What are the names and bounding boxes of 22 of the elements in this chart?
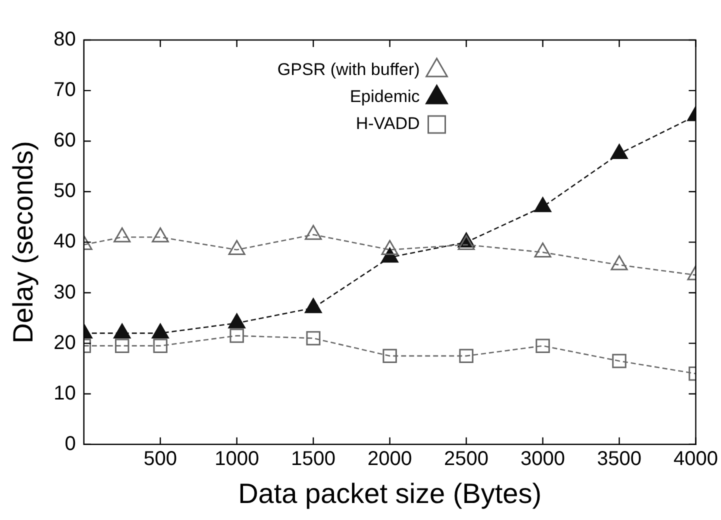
y-tick-label: 80 [54,28,76,51]
x-tick-label: 3000 [520,448,566,470]
x-tick-label: 3500 [597,448,642,470]
x-tick-label: 4000 [674,448,718,470]
x-tick-label: 500 [144,448,178,470]
y-tick-label: 30 [54,281,76,304]
x-axis-title: Data packet size (Bytes) [238,478,542,509]
y-tick-label: 60 [54,130,76,152]
y-axis-title: Delay (seconds) [8,141,39,344]
y-tick-label: 10 [54,382,76,404]
x-tick-label: 2000 [368,448,412,470]
legend-label: GPSR (with buffer) [277,60,420,80]
x-tick-label: 2500 [444,448,489,470]
x-tick-label: 1500 [291,448,336,470]
y-tick-label: 40 [54,230,76,253]
y-tick-label: 70 [54,79,76,102]
y-tick-label: 20 [54,332,76,354]
legend-label: H-VADD [356,114,420,134]
y-tick-label: 50 [54,180,76,202]
x-tick-label: 1000 [214,448,260,470]
y-tick-label: 0 [64,432,76,455]
legend-label: Epidemic [350,87,420,106]
